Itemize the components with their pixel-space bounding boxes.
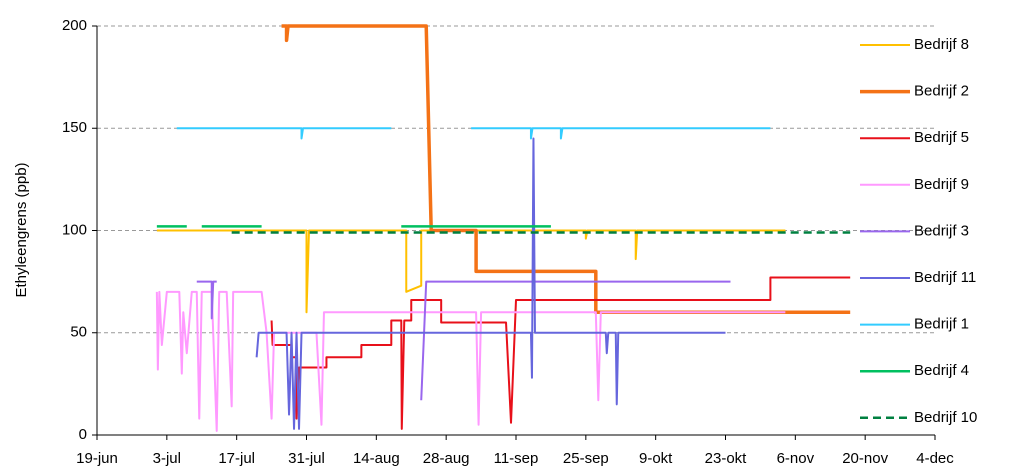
legend-label: Bedrijf 11 <box>914 269 976 286</box>
x-tick-label: 4-dec <box>916 450 954 467</box>
series-line <box>155 290 786 432</box>
x-tick-label: 11-sep <box>494 450 539 467</box>
x-tick-label: 3-jul <box>153 450 181 467</box>
x-tick-label: 17-jul <box>218 450 255 467</box>
y-tick-label: 50 <box>70 324 87 341</box>
y-tick-label: 100 <box>62 221 87 238</box>
series-line <box>156 229 786 314</box>
legend-label: Bedrijf 2 <box>914 83 969 100</box>
x-tick-label: 6-nov <box>777 450 815 467</box>
y-tick-label: 150 <box>62 119 87 136</box>
x-tick-label: 31-jul <box>288 450 325 467</box>
legend-label: Bedrijf 10 <box>914 409 977 426</box>
legend-label: Bedrijf 3 <box>914 222 969 239</box>
legend-label: Bedrijf 5 <box>914 129 969 146</box>
legend-label: Bedrijf 4 <box>914 362 969 379</box>
y-axis-title: Ethyleengrens (ppb) <box>13 162 30 297</box>
legend-label: Bedrijf 1 <box>914 316 969 333</box>
x-tick-label: 14-aug <box>353 450 400 467</box>
legend-label: Bedrijf 9 <box>914 176 969 193</box>
series-line <box>196 280 731 401</box>
x-tick-label: 19-jun <box>76 450 118 467</box>
series-line <box>176 127 771 140</box>
x-tick-label: 28-aug <box>423 450 470 467</box>
y-tick-label: 0 <box>79 426 87 443</box>
y-tick-label: 200 <box>62 17 87 34</box>
x-tick-label: 20-nov <box>842 450 888 467</box>
series-line <box>281 24 851 315</box>
series-line <box>270 276 851 430</box>
x-tick-label: 23-okt <box>705 450 748 467</box>
x-tick-label: 9-okt <box>639 450 673 467</box>
x-tick-label: 25-sep <box>563 450 609 467</box>
legend-label: Bedrijf 8 <box>914 36 969 53</box>
series-line <box>255 137 726 430</box>
